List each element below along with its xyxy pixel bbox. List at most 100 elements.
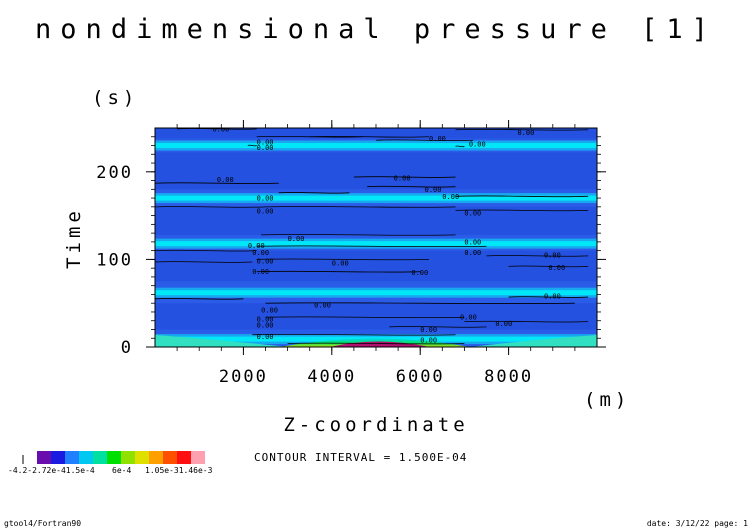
contour-label: 0.00 (495, 320, 512, 328)
colorbar-swatch (65, 451, 79, 464)
colorbar-swatch (79, 451, 93, 464)
edge-wedge-left (155, 335, 290, 347)
contour-line (508, 265, 589, 268)
colorbar-label-3: 1.05e-31.46e-3 (145, 466, 213, 475)
contour-line (455, 145, 465, 148)
contour-label: 0.00 (544, 293, 561, 301)
contour-line (455, 209, 589, 212)
contour-line (177, 128, 257, 130)
colorbar-swatch (51, 451, 65, 464)
contour-line (367, 185, 456, 188)
colorbar-swatch (37, 451, 51, 464)
contour-line (252, 333, 456, 336)
bright-band (155, 241, 597, 247)
contour-line (455, 195, 589, 198)
colorbar-swatch (149, 451, 163, 464)
colorbar-swatch (177, 451, 191, 464)
contour-label: 0.00 (261, 307, 278, 315)
bright-band (155, 195, 597, 201)
contour-label: 0.00 (394, 174, 411, 182)
contour-label: 0.00 (217, 176, 234, 184)
contour-line (155, 182, 279, 185)
contour-line (486, 255, 589, 257)
contour-label: 0.00 (257, 195, 274, 203)
contour-label: 0.00 (252, 249, 269, 257)
contour-label: 0.00 (411, 269, 428, 277)
contour-label: 0.00 (469, 140, 486, 148)
colorbar (22, 451, 205, 464)
colorbar-label-2: 6e-4 (112, 466, 131, 475)
colorbar-swatch (191, 451, 205, 464)
contour-line (287, 342, 465, 345)
x-tick-label: 8000 (484, 367, 533, 387)
contour-line (261, 234, 456, 236)
contour-line (265, 206, 456, 208)
contour-label: 0.00 (420, 336, 437, 344)
colorbar-label-1: -4.2-2.72e-41.5e-4 (8, 466, 95, 475)
contour-label: 0.00 (464, 249, 481, 257)
contour-line (256, 245, 487, 248)
pressure-peak (330, 341, 430, 347)
bright-band (155, 290, 597, 296)
contour-label: 0.00 (257, 208, 274, 216)
shade-band (155, 303, 597, 330)
chart-title: nondimensional pressure [1] (35, 14, 717, 45)
y-unit-label: (s) (92, 87, 138, 109)
colorbar-swatch (93, 451, 107, 464)
contour-line (155, 206, 266, 208)
shade-bands (155, 128, 597, 330)
contour-interval: CONTOUR INTERVAL = 1.500E-04 (254, 451, 467, 464)
shade-band (155, 128, 597, 139)
y-axis-label: Time (63, 207, 85, 269)
contour-label: 0.00 (517, 129, 534, 137)
contour-line (265, 302, 575, 305)
contour-label: 0.00 (257, 144, 274, 152)
contour-line (256, 258, 430, 261)
contour-label: 0.00 (212, 125, 229, 133)
contour-line (353, 176, 456, 178)
contour-label: 0.00 (460, 314, 477, 322)
contour-label: 0.00 (464, 238, 481, 246)
x-ticks: 2000 4000 6000 8000 (219, 120, 533, 387)
colorbar-swatch (163, 451, 177, 464)
footer-right: date: 3/12/22 page: 1 (647, 519, 748, 528)
x-unit-label: (m) (584, 389, 630, 411)
contour-label: 0.00 (248, 242, 265, 250)
contour-line (247, 144, 257, 147)
contour-label: 0.00 (257, 258, 274, 266)
y-tick-label: 100 (96, 250, 133, 270)
contour-line (278, 191, 350, 194)
contour-label: 0.00 (257, 333, 274, 341)
x-tick-label: 2000 (219, 367, 268, 387)
contour-label: 0.00 (332, 259, 349, 267)
contour-label: 0.00 (257, 315, 274, 323)
contour-line (389, 326, 487, 328)
contour-line (155, 261, 253, 263)
shade-band (155, 206, 597, 235)
colorbar-swatch (121, 451, 135, 464)
edge-wedge-right (470, 335, 597, 347)
contour-label: 0.00 (257, 322, 274, 330)
contour-lines (155, 128, 589, 345)
colorbar-swatch (107, 451, 121, 464)
footer-left: gtool4/Fortran90 (4, 519, 81, 528)
y-ticks: 0 100 200 (96, 163, 606, 358)
contour-label: 0.00 (464, 209, 481, 217)
contour-line (309, 135, 430, 138)
x-tick-label: 6000 (396, 367, 445, 387)
contour-labels: 0.000.000.000.000.000.000.00 0.000.000.00… (212, 125, 565, 344)
colorbar-swatch (135, 451, 149, 464)
contour-label: 0.00 (442, 193, 459, 201)
contour-line (455, 128, 589, 131)
contour-line (155, 297, 244, 300)
contour-label: 0.00 (288, 235, 305, 243)
contour-label: 0.00 (425, 186, 442, 194)
bright-band (155, 143, 597, 149)
contour-label: 0.00 (257, 139, 274, 147)
plot-area: 0.000.000.000.000.000.000.00 0.000.000.00… (155, 125, 597, 347)
contour-label: 0.00 (429, 135, 446, 143)
y-tick-label: 0 (121, 338, 133, 358)
contour-line (265, 316, 465, 319)
contour-label: 0.00 (544, 252, 561, 260)
